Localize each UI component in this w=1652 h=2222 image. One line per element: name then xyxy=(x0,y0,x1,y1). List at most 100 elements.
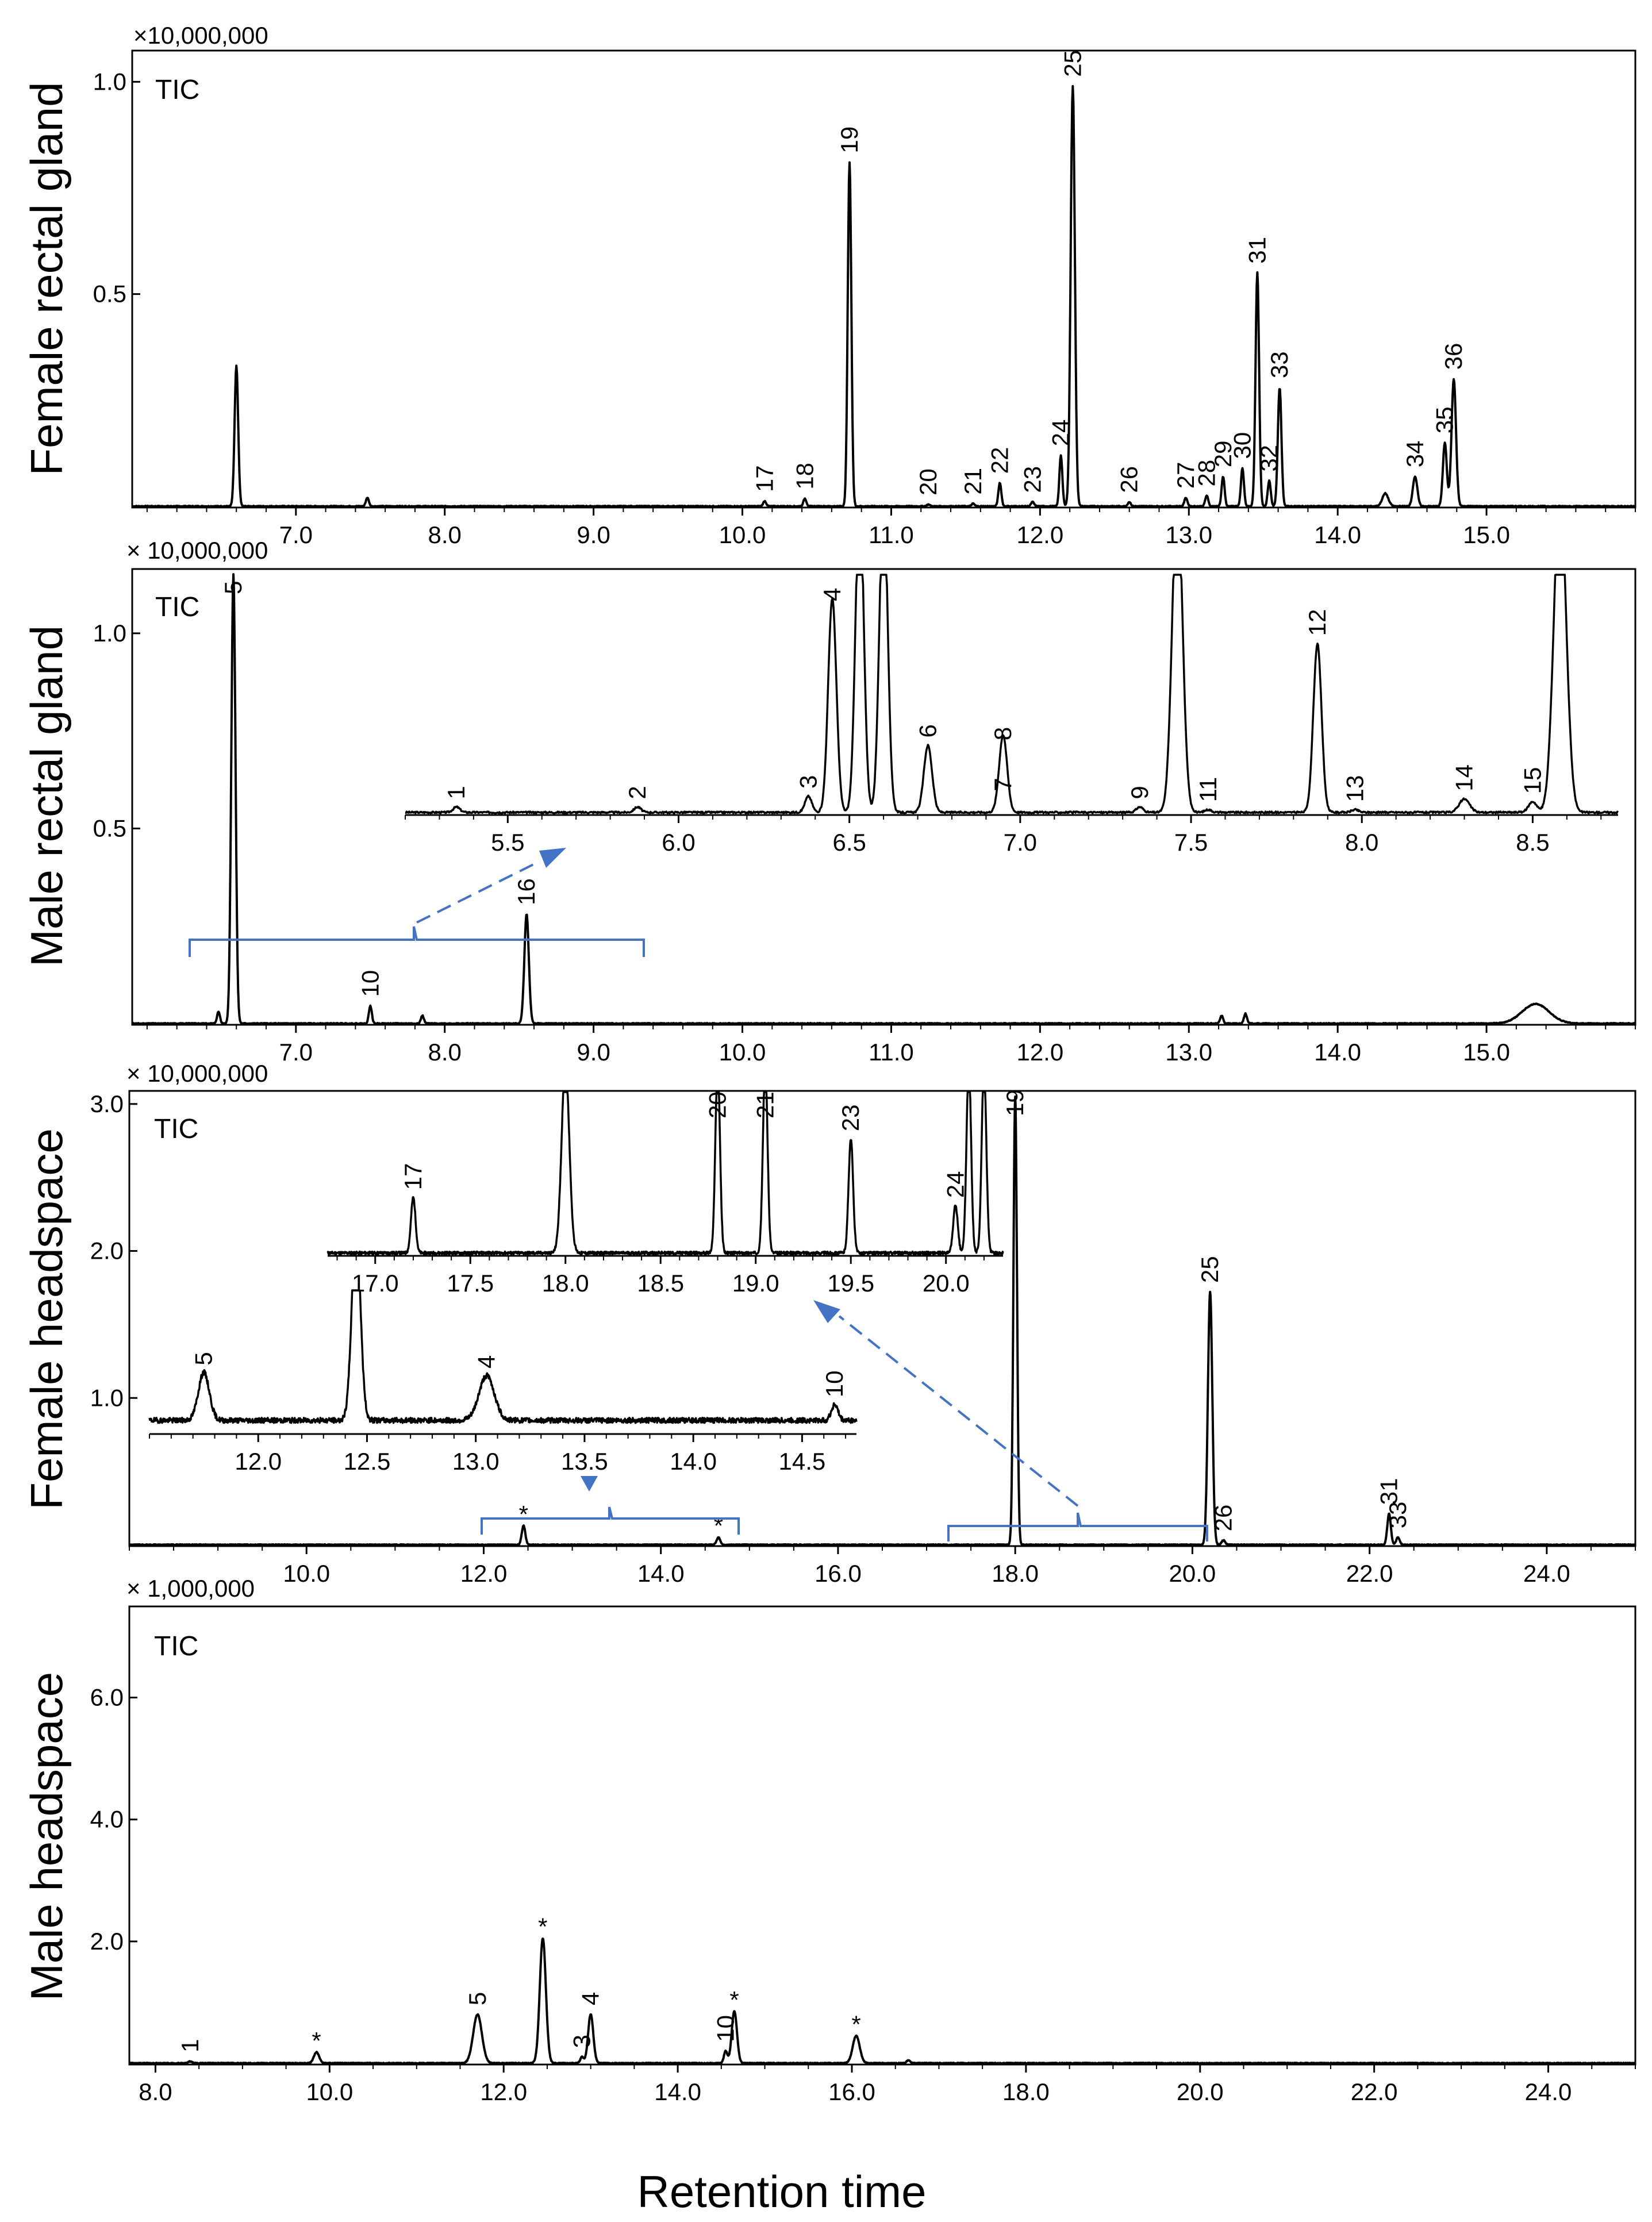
tic-trace xyxy=(128,1095,1636,1547)
x-tick-label: 14.0 xyxy=(1314,1039,1361,1066)
x-tick-label: 8.0 xyxy=(428,1039,462,1066)
x-tick-label: 14.0 xyxy=(1314,521,1361,548)
peak-label: 26 xyxy=(1209,1505,1236,1532)
peak-label: 7 xyxy=(989,778,1016,791)
peak-label: 27 xyxy=(1172,462,1199,489)
x-tick-label: 18.5 xyxy=(637,1270,684,1297)
y-multiplier: ×10,000,000 xyxy=(133,22,268,49)
y-multiplier: × 10,000,000 xyxy=(126,1060,268,1087)
zoom-arrow-right xyxy=(838,1315,1079,1507)
peak-label: 4 xyxy=(577,1992,604,2005)
peak-label: 11 xyxy=(1194,777,1221,802)
x-tick-label: 20.0 xyxy=(1169,1560,1216,1587)
peak-label: 19 xyxy=(1001,1089,1028,1116)
peak-label: 29 xyxy=(1209,441,1236,468)
peak-label: 16 xyxy=(513,878,540,905)
peak-label: 21 xyxy=(959,468,986,495)
x-tick-label: 7.5 xyxy=(1174,829,1208,856)
x-tick-label: 11.0 xyxy=(869,1039,914,1066)
inset-axes: 5.5 6.0 6.5 7.0 7.5 8.0 8.5 xyxy=(405,815,1602,856)
x-tick-label: 13.0 xyxy=(1165,1039,1212,1066)
peak-label: 24 xyxy=(942,1171,969,1198)
trace-label: TIC xyxy=(155,75,199,105)
peak-label: 1 xyxy=(443,786,470,799)
peak-label: 31 xyxy=(1243,237,1270,264)
x-tick-label: 12.0 xyxy=(235,1448,282,1475)
plot-frame xyxy=(131,49,1636,509)
inset-top: 17.0 17.5 18.0 18.5 19.0 19.5 20.0 17 20 21 23 24 xyxy=(326,1091,1004,1297)
panel-female-rectal-gland: Female rectal gland ×10,000,000 TIC 7.0 8… xyxy=(21,22,1636,548)
x-tick-label: 8.0 xyxy=(139,2078,172,2105)
y-tick-label: 0.5 xyxy=(93,280,126,307)
y-axis-title: Female rectal gland xyxy=(21,82,72,475)
y-tick-label: 6.0 xyxy=(90,1684,124,1711)
x-tick-label: 18.0 xyxy=(1002,2078,1050,2105)
x-tick-label: 10.0 xyxy=(719,1039,766,1066)
peak-label: 10 xyxy=(821,1370,848,1397)
peak-label: 6 xyxy=(914,724,941,737)
peak-label: 21 xyxy=(751,1091,778,1118)
peak-label: 32 xyxy=(1255,445,1282,472)
peak-label: 23 xyxy=(1019,466,1046,493)
x-tick-label: 12.0 xyxy=(480,2078,527,2105)
y-tick-label: 1.0 xyxy=(90,1384,124,1411)
x-tick-label: 8.0 xyxy=(428,521,462,548)
x-tick-label: 9.0 xyxy=(577,1039,610,1066)
x-tick-label: 14.0 xyxy=(654,2078,701,2105)
x-tick-label: 17.5 xyxy=(447,1270,494,1297)
y-axis-title: Female headspace xyxy=(21,1128,72,1509)
zoom-arrow-head-left xyxy=(581,1476,598,1491)
x-tick-label: 7.0 xyxy=(279,1039,313,1066)
zoom-bracket-right xyxy=(947,1512,1208,1541)
peak-label: 12 xyxy=(1304,609,1331,636)
trace-label: TIC xyxy=(154,1631,198,1662)
zoom-arrow-head xyxy=(539,848,566,868)
peak-label: 25 xyxy=(1059,50,1086,77)
x-tick-label: 19.5 xyxy=(827,1270,874,1297)
x-tick-label: 24.0 xyxy=(1523,1560,1570,1587)
inset-axes: 12.0 12.5 13.0 13.5 14.0 14.5 xyxy=(149,1434,847,1475)
plot-frame xyxy=(128,1605,1636,2066)
x-tick-label: 12.5 xyxy=(344,1448,391,1475)
x-tick-label: 11.0 xyxy=(869,521,914,548)
x-tick-label: 6.0 xyxy=(662,829,695,856)
peak-label: 8 xyxy=(989,727,1016,740)
inset-axes: 17.0 17.5 18.0 18.5 19.0 19.5 20.0 xyxy=(336,1256,985,1297)
peak-label: 2 xyxy=(624,786,651,799)
axes: 7.0 8.0 9.0 10.0 11.0 12.0 13.0 14.0 15.0 0.5 1.0 xyxy=(93,620,1636,1066)
peak-label: 1 xyxy=(176,2039,203,2052)
x-tick-label: 7.0 xyxy=(1004,829,1037,856)
trace-label: TIC xyxy=(155,592,199,622)
peak-label: 5 xyxy=(464,1992,491,2005)
x-tick-label: 16.0 xyxy=(828,2078,875,2105)
x-tick-label: 12.0 xyxy=(1016,1039,1063,1066)
x-tick-label: 15.0 xyxy=(1463,1039,1510,1066)
peak-label: 22 xyxy=(986,447,1013,474)
x-tick-label: 13.0 xyxy=(452,1448,500,1475)
y-axis-title: Male rectal gland xyxy=(21,625,72,967)
x-tick-label: 24.0 xyxy=(1525,2078,1572,2105)
x-tick-label: 5.5 xyxy=(491,829,524,856)
x-tick-label: 15.0 xyxy=(1463,521,1510,548)
peak-label: 20 xyxy=(915,468,942,495)
zoom-bracket-left xyxy=(481,1506,740,1535)
y-tick-label: 1.0 xyxy=(93,68,126,95)
y-tick-label: 2.0 xyxy=(90,1928,124,1955)
x-tick-label: 20.0 xyxy=(1177,2078,1224,2105)
y-tick-label: 3.0 xyxy=(90,1090,124,1117)
x-tick-label: 18.0 xyxy=(992,1560,1039,1587)
x-tick-label: 14.0 xyxy=(670,1448,717,1475)
peak-label: * xyxy=(538,1913,547,1940)
tic-trace xyxy=(132,573,1636,1025)
peak-label: 24 xyxy=(1047,420,1074,447)
peak-label: 3 xyxy=(568,2035,596,2048)
inset-left: 12.0 12.5 13.0 13.5 14.0 14.5 5 4 10 xyxy=(148,1289,858,1475)
x-tick-label: 7.0 xyxy=(279,521,313,548)
x-tick-label: 9.0 xyxy=(577,521,610,548)
zoom-arrow xyxy=(416,860,541,924)
peak-label: 34 xyxy=(1401,441,1428,468)
tic-trace xyxy=(128,1937,1636,2065)
